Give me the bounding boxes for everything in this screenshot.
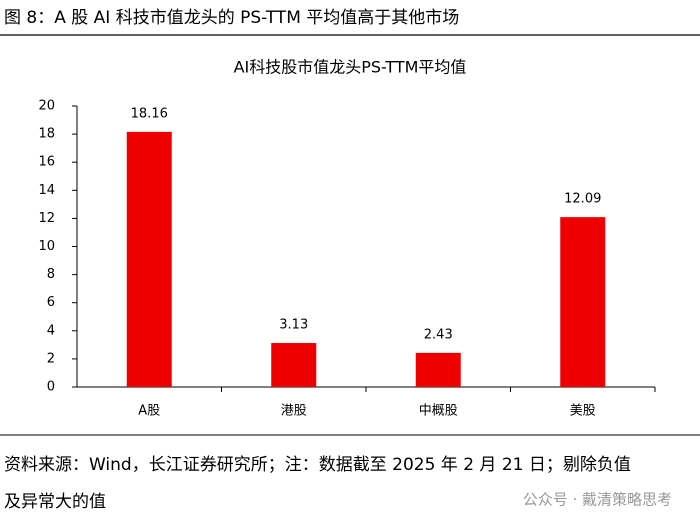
y-tick-label: 12 bbox=[38, 211, 55, 226]
watermark: 公众号 · 戴清策略思考 bbox=[523, 491, 672, 509]
bar bbox=[560, 217, 606, 387]
x-tick-label: 港股 bbox=[281, 404, 307, 419]
data-label: 3.13 bbox=[279, 318, 308, 333]
data-label: 12.09 bbox=[564, 192, 601, 207]
source-note: 及异常大的值 bbox=[4, 492, 106, 512]
y-tick-label: 16 bbox=[38, 155, 55, 170]
chart-title: AI科技股市值龙头PS-TTM平均值 bbox=[234, 58, 467, 77]
y-tick-label: 14 bbox=[38, 183, 55, 198]
bar bbox=[415, 352, 461, 387]
source-note: 资料来源：Wind，长江证券研究所；注：数据截至 2025 年 2 月 21 日… bbox=[4, 455, 631, 475]
figure-title: 图 8：A 股 AI 科技市值龙头的 PS-TTM 平均值高于其他市场 bbox=[4, 8, 459, 28]
x-tick-label: 美股 bbox=[570, 404, 596, 419]
y-tick-label: 4 bbox=[47, 323, 55, 338]
y-tick-label: 10 bbox=[38, 239, 55, 254]
x-tick-label: 中概股 bbox=[419, 404, 458, 419]
y-tick-label: 18 bbox=[38, 127, 55, 142]
bar bbox=[271, 343, 317, 387]
bar bbox=[126, 131, 172, 387]
y-tick-label: 8 bbox=[47, 267, 55, 282]
y-tick-label: 0 bbox=[47, 380, 55, 395]
y-tick-label: 20 bbox=[38, 99, 55, 114]
data-label: 18.16 bbox=[131, 106, 168, 121]
y-tick-label: 6 bbox=[47, 295, 55, 310]
x-tick-label: A股 bbox=[138, 404, 160, 419]
data-label: 2.43 bbox=[424, 327, 453, 342]
y-tick-label: 2 bbox=[47, 351, 55, 366]
